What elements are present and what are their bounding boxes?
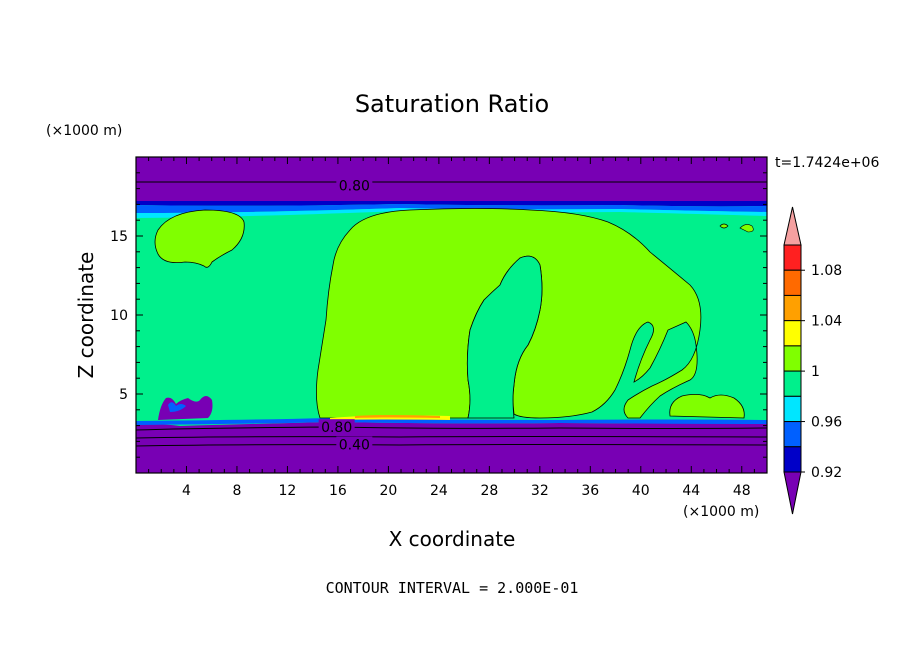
colorbar-swatch — [783, 320, 802, 347]
y-tick-label: 10 — [110, 308, 128, 324]
x-tick-label: 20 — [379, 483, 397, 499]
colorbar-label: 1.08 — [811, 263, 842, 279]
colorbar-swatch — [783, 421, 802, 448]
contour-label-bg — [336, 436, 373, 452]
y-axis-ticks: 5 10 15 — [110, 172, 767, 458]
contour-label: 0.80 — [321, 420, 352, 436]
left-surface-feature — [158, 396, 213, 420]
x-tick-label: 16 — [329, 483, 347, 499]
upper-right-speck — [719, 223, 754, 233]
time-label: t=1.7424e+06 — [775, 155, 879, 171]
colorbar-label: 1.04 — [811, 314, 842, 330]
contour-interval-note: CONTOUR INTERVAL = 2.000E-01 — [326, 579, 579, 597]
x-tick-label: 12 — [279, 483, 297, 499]
y-axis-unit: (×1000 m) — [46, 123, 122, 139]
colorbar-swatch — [783, 294, 802, 322]
chart-title: Saturation Ratio — [355, 90, 549, 118]
x-tick-label: 40 — [632, 483, 650, 499]
lime-blob-left — [154, 209, 245, 268]
x-tick-label: 44 — [682, 483, 700, 499]
colorbar: 1.08 1.04 1 0.96 0.92 — [783, 206, 842, 515]
contour-label-bg — [318, 419, 355, 435]
contour-label-bg — [336, 177, 373, 193]
contour-line-lower-0.80 — [135, 426, 768, 431]
lime-blob-right — [669, 394, 745, 419]
contour-label: 0.40 — [339, 438, 370, 454]
green-finger — [466, 255, 543, 419]
contour-line-lower-0.60 — [135, 436, 768, 439]
y-axis-label: Z coordinate — [74, 252, 98, 379]
colorbar-top-arrow — [783, 206, 802, 246]
y-tick-label: 15 — [110, 229, 128, 245]
colorbar-swatch — [783, 345, 802, 372]
colorbar-bottom-arrow — [783, 471, 802, 515]
contour-line-lower-0.40 — [135, 444, 768, 447]
x-axis-ticks: 4 8 12 16 20 24 28 32 36 40 44 48 — [148, 157, 755, 499]
lower-dry-layer — [136, 422, 767, 473]
colorbar-label: 0.96 — [811, 415, 842, 431]
x-tick-label: 24 — [430, 483, 448, 499]
colorbar-swatch — [783, 370, 802, 397]
colorbar-swatch — [783, 395, 802, 423]
x-tick-label: 32 — [531, 483, 549, 499]
colorbar-swatch — [783, 446, 802, 473]
colorbar-label: 0.92 — [811, 465, 842, 481]
left-surface-feature-blue — [168, 402, 186, 412]
lower-transition — [136, 418, 767, 425]
contour-labels: 0.80 0.80 0.40 — [318, 177, 373, 454]
y-tick-label: 5 — [119, 387, 128, 403]
colorbar-swatch — [783, 269, 802, 296]
x-axis-unit: (×1000 m) — [683, 504, 759, 520]
x-tick-label: 8 — [232, 483, 241, 499]
x-tick-label: 4 — [182, 483, 191, 499]
x-tick-label: 36 — [581, 483, 599, 499]
contour-label: 0.80 — [339, 178, 370, 194]
colorbar-swatch — [783, 244, 802, 271]
contour-field — [135, 157, 768, 473]
x-tick-label: 48 — [733, 483, 751, 499]
upper-dry-layer — [136, 157, 767, 201]
colorbar-label: 1 — [811, 364, 820, 380]
x-tick-label: 28 — [480, 483, 498, 499]
upper-transition-cyan — [136, 208, 767, 218]
upper-transition-dark — [136, 201, 767, 207]
x-axis-label: X coordinate — [389, 527, 516, 551]
supersaturated-strip-orange — [355, 415, 440, 418]
